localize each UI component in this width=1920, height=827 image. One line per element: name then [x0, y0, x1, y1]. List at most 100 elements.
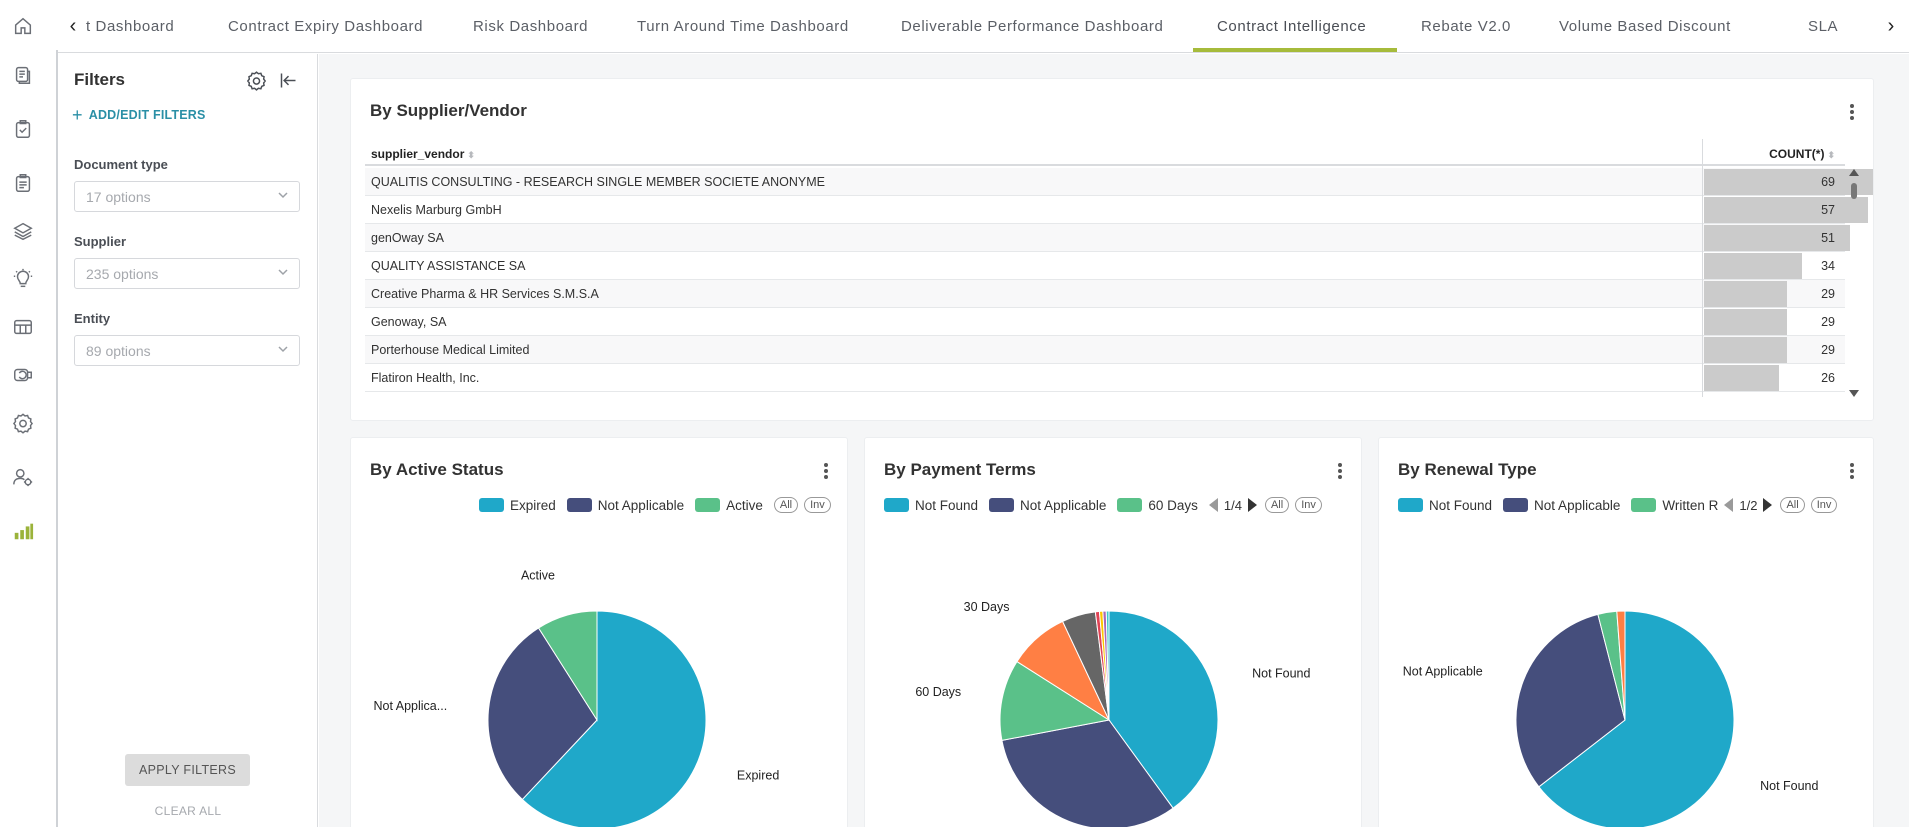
- pie-slice-label: 30 Days: [964, 600, 1010, 614]
- gear-icon[interactable]: [243, 67, 269, 93]
- user-settings-icon[interactable]: [10, 464, 36, 490]
- pie-slice-label: Not Found: [1252, 667, 1310, 681]
- more-options-icon[interactable]: [1847, 101, 1857, 123]
- legend-item-60-days[interactable]: 60 Days: [1117, 498, 1198, 513]
- more-options-icon[interactable]: [821, 460, 831, 482]
- legend-invert-button[interactable]: Inv: [804, 497, 831, 513]
- pie-slice[interactable]: [999, 660, 1111, 742]
- tabs-scroll-right-icon[interactable]: ›: [1887, 14, 1895, 37]
- legend-item-written[interactable]: Written R: [1631, 498, 1718, 513]
- tab-rebate-v2[interactable]: Rebate V2.0: [1421, 18, 1511, 35]
- table-row[interactable]: Porterhouse Medical Limited 29: [365, 336, 1845, 364]
- column-header-supplier-vendor[interactable]: supplier_vendor ⬍: [371, 147, 475, 161]
- pie-slice[interactable]: [1001, 719, 1174, 827]
- count-cell: 57: [1821, 203, 1835, 217]
- pie-slice[interactable]: [1538, 610, 1735, 827]
- pie-slice[interactable]: [1108, 610, 1219, 809]
- tab-volume-based-discount[interactable]: Volume Based Discount: [1559, 18, 1731, 35]
- tabs-scroll-left-icon[interactable]: ‹: [69, 14, 77, 37]
- document-type-select[interactable]: 17 options: [74, 181, 300, 212]
- tab-turn-around-time-dashboard[interactable]: Turn Around Time Dashboard: [637, 18, 849, 35]
- legend-item-not-applicable[interactable]: Not Applicable: [989, 498, 1106, 513]
- table-row[interactable]: QUALITIS CONSULTING - RESEARCH SINGLE ME…: [365, 168, 1873, 196]
- supplier-select[interactable]: 235 options: [74, 258, 300, 289]
- legend-invert-button[interactable]: Inv: [1295, 497, 1322, 513]
- pie-slice[interactable]: [1105, 610, 1110, 721]
- table-row[interactable]: genOway SA 51: [365, 224, 1850, 252]
- payment-terms-legend: Not Found Not Applicable 60 Days 1/4 All…: [884, 495, 1328, 515]
- count-cell: 34: [1821, 259, 1835, 273]
- filters-panel: Filters + ADD/EDIT FILTERS Document type …: [58, 54, 318, 827]
- legend-invert-button[interactable]: Inv: [1810, 497, 1838, 513]
- legend-next-icon[interactable]: [1247, 498, 1257, 512]
- table-scrollbar[interactable]: [1849, 169, 1859, 397]
- icon-rail: [0, 0, 46, 827]
- legend-all-button[interactable]: All: [1264, 497, 1290, 513]
- legend-item-active[interactable]: Active: [695, 498, 763, 513]
- legend-all-button[interactable]: All: [773, 497, 799, 513]
- plus-icon: +: [72, 105, 83, 125]
- active-status-legend: Expired Not Applicable Active All Inv: [479, 495, 837, 515]
- clear-all-button[interactable]: CLEAR ALL: [154, 804, 222, 818]
- dashboard-tabs: ‹ t Dashboard Contract Expiry Dashboard …: [58, 0, 1909, 53]
- legend-item-not-applicable[interactable]: Not Applicable: [566, 498, 684, 513]
- handshake-icon[interactable]: [10, 362, 36, 388]
- legend-page: 1/2: [1739, 497, 1758, 513]
- collapse-panel-icon[interactable]: [275, 67, 301, 93]
- table-row[interactable]: Genoway, SA 29: [365, 308, 1845, 336]
- layers-icon[interactable]: [10, 218, 36, 244]
- table-row[interactable]: Creative Pharma & HR Services S.M.S.A 29: [365, 280, 1845, 308]
- count-bar: [1704, 309, 1787, 335]
- legend-prev-icon[interactable]: [1208, 498, 1218, 512]
- table-row[interactable]: Nexelis Marburg GmbH 57: [365, 196, 1868, 224]
- documents-icon[interactable]: [10, 62, 36, 88]
- tab-contract-expiry-dashboard[interactable]: Contract Expiry Dashboard: [228, 18, 424, 35]
- tab-dashboard[interactable]: t Dashboard: [86, 18, 175, 35]
- pie-slice-label: Not Applica...: [374, 699, 448, 713]
- supplier-name-cell: Porterhouse Medical Limited: [371, 343, 530, 357]
- count-bar: [1704, 197, 1868, 223]
- scroll-up-icon[interactable]: [1849, 169, 1859, 176]
- column-header-count[interactable]: COUNT(*) ⬍: [1769, 147, 1835, 161]
- more-options-icon[interactable]: [1335, 460, 1345, 482]
- add-edit-filters-label: ADD/EDIT FILTERS: [88, 108, 206, 122]
- active-status-panel: By Active Status Expired Not Applicable …: [350, 437, 848, 827]
- legend-item-expired[interactable]: Expired: [479, 498, 556, 513]
- tab-contract-intelligence[interactable]: Contract Intelligence: [1217, 18, 1367, 35]
- legend-item-not-found[interactable]: Not Found: [1398, 498, 1492, 513]
- pie-slice[interactable]: [487, 627, 598, 801]
- count-cell: 29: [1821, 315, 1835, 329]
- tab-sla[interactable]: SLA: [1808, 18, 1839, 35]
- scroll-down-icon[interactable]: [1849, 390, 1859, 397]
- legend-prev-icon[interactable]: [1724, 498, 1734, 512]
- table-layout-icon[interactable]: [10, 314, 36, 340]
- table-row[interactable]: Flatiron Health, Inc. 26: [365, 364, 1845, 392]
- tab-risk-dashboard[interactable]: Risk Dashboard: [473, 18, 589, 35]
- tab-deliverable-performance-dashboard[interactable]: Deliverable Performance Dashboard: [901, 18, 1164, 35]
- bar-chart-icon[interactable]: [10, 518, 36, 544]
- scroll-thumb[interactable]: [1851, 183, 1857, 199]
- lightbulb-icon[interactable]: [10, 266, 36, 292]
- clipboard-check-icon[interactable]: [10, 116, 36, 142]
- more-options-icon[interactable]: [1847, 460, 1857, 482]
- supplier-name-cell: genOway SA: [371, 231, 444, 245]
- apply-filters-button[interactable]: APPLY FILTERS: [125, 754, 250, 786]
- pie-slice[interactable]: [537, 610, 598, 722]
- settings-icon[interactable]: [10, 410, 36, 436]
- chevron-down-icon: [276, 188, 290, 202]
- clipboard-icon[interactable]: [10, 170, 36, 196]
- add-edit-filters-button[interactable]: + ADD/EDIT FILTERS: [72, 105, 206, 125]
- entity-select[interactable]: 89 options: [74, 335, 300, 366]
- supplier-name-cell: QUALITIS CONSULTING - RESEARCH SINGLE ME…: [371, 175, 826, 189]
- count-bar: [1704, 337, 1787, 363]
- pie-slice-label: Not Applicable: [1403, 664, 1483, 678]
- table-row[interactable]: QUALITY ASSISTANCE SA 34: [365, 252, 1845, 280]
- pie-slice[interactable]: [1515, 613, 1626, 788]
- legend-next-icon[interactable]: [1763, 498, 1773, 512]
- home-icon[interactable]: [10, 13, 36, 39]
- legend-all-button[interactable]: All: [1780, 497, 1805, 513]
- legend-item-not-applicable[interactable]: Not Applicable: [1503, 498, 1620, 513]
- supplier-vendor-title: By Supplier/Vendor: [370, 101, 527, 120]
- pie-slice[interactable]: [1616, 610, 1626, 721]
- legend-item-not-found[interactable]: Not Found: [884, 498, 978, 513]
